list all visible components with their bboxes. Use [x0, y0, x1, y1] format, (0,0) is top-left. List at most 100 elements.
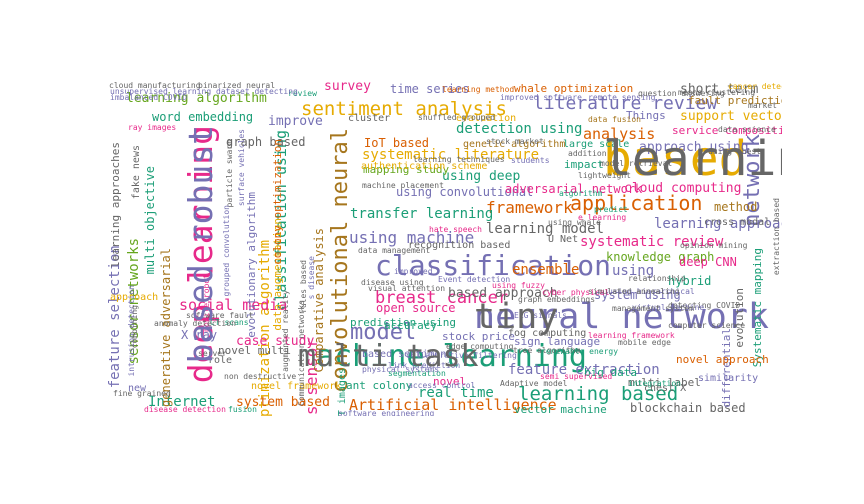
word-adaptive-model: Adaptive model	[500, 379, 568, 388]
word-model: model	[350, 320, 417, 345]
word-particle-swarm: particle swarm	[225, 140, 234, 208]
word-visual-attention: visual attention	[368, 284, 446, 293]
word-learning-approach: learning approach	[654, 216, 782, 232]
word-u-net: U Net	[548, 234, 579, 245]
word-e-learning: e learning	[578, 213, 627, 222]
word-based-sentiment: based sentiment	[362, 349, 453, 360]
word-surface-vehicles: surface vehicles	[237, 129, 246, 207]
word-cloud-computing: cloud computing	[624, 181, 742, 196]
word-cloud: machine learning deep learning based neural…	[108, 80, 782, 416]
word-remote-sensing: remote sensing	[588, 93, 656, 102]
word-fake-news: fake news	[131, 145, 142, 200]
word-addition: addition	[568, 149, 607, 158]
word-learning-techniques: learning techniques	[413, 155, 505, 164]
word-framework: framework	[486, 198, 573, 217]
word-ray-images: ray images	[128, 123, 177, 132]
word-software-fault: software fault	[186, 311, 254, 320]
word-using-deep: using deep	[442, 169, 521, 184]
word-colony-optimization: colony optimization	[271, 139, 284, 265]
word-link-prediction: link prediction	[388, 361, 461, 370]
word-impact: impact	[564, 158, 604, 171]
word-survey: survey	[324, 80, 371, 94]
word-using-machine: using machine	[349, 228, 475, 247]
word-authentication-scheme: authentication scheme	[361, 161, 488, 172]
word-multi-task: multi task	[298, 339, 479, 374]
word-novel: novel	[433, 375, 467, 388]
word-approach: approach	[110, 292, 159, 303]
word-eeg-signals: EEG signals	[514, 311, 567, 320]
word-support-vector: support vector	[680, 109, 782, 124]
word-s-disease: s disease	[307, 256, 316, 300]
word-grouped-convolution: grouped convolution	[222, 205, 231, 297]
word-physical-systems: physical systems	[362, 365, 440, 374]
word-shuffled-grouped: shuffled grouped	[418, 113, 496, 122]
word-data-science: data science	[718, 125, 776, 134]
word-ct-scans: CT scans	[210, 318, 249, 327]
word-data-fusion: data fusion	[588, 115, 641, 124]
word-management-system: management system	[612, 304, 694, 313]
word-cluster: cluster	[348, 113, 391, 124]
word-application: application	[570, 191, 703, 215]
word-relationship: relationship	[628, 274, 686, 283]
word-integration: integration	[628, 379, 681, 388]
word-whale-optimization: whale optimization	[514, 82, 634, 95]
word-stock-price: stock price	[442, 330, 515, 343]
word-improve: improve	[268, 114, 323, 129]
word-internet: Internet	[148, 394, 216, 410]
word-anomaly-detection: anomaly detection	[154, 319, 236, 328]
word-using-chest: using chest	[708, 147, 761, 156]
word-classification: classification	[375, 249, 612, 282]
word-systematic-literature: systematic literature	[362, 147, 540, 163]
word-service-composition: service composition	[672, 124, 782, 137]
word-breast-cancer: breast cancer	[375, 288, 509, 308]
word-novel-framework: novel framework	[251, 381, 342, 392]
word-data-management: data management	[358, 246, 431, 255]
word-multi-objective: multi objective	[143, 166, 157, 275]
word-word-embedding: word embedding	[152, 110, 254, 124]
word-graph-based: graph based	[226, 135, 306, 149]
word-novel-multi: novel multi	[218, 344, 291, 357]
word-detecting-covid: detecting COVID	[668, 301, 741, 310]
word-systematic-review: systematic review	[580, 234, 724, 250]
word-graph-embeddings: graph embeddings	[518, 295, 596, 304]
word-things: Things	[626, 109, 666, 122]
word-case-study: case study	[236, 334, 315, 349]
word-mapping-study: mapping study	[363, 163, 450, 176]
word-tiny: tiny	[474, 297, 559, 337]
word-virtual-machine: virtual machine	[632, 303, 705, 312]
word-chest-x: chest X	[644, 383, 687, 394]
word-semi-supervised: semi supervised	[540, 372, 613, 381]
word-literature-review: literature review	[533, 93, 718, 114]
word-edge-computing: edge computing	[446, 342, 514, 351]
word-fault-prediction: fault prediction	[688, 94, 782, 107]
word-improved-software: improved software	[500, 93, 582, 102]
word-based-robust: based robust	[181, 125, 220, 364]
word-lightweight: lightweight	[578, 171, 631, 180]
word-accuracy: accuracy	[384, 319, 437, 332]
word-blockchain-based: blockchain based	[630, 401, 746, 415]
word-cancer-detection: cancer detection	[728, 82, 782, 91]
word-system-using: system using	[594, 288, 681, 302]
word-based: based	[603, 131, 748, 187]
word-using-whale: using whale	[548, 218, 601, 227]
word-learning-model: learning model	[603, 131, 782, 187]
word-new: new	[128, 383, 147, 394]
word-segmentation: segmentation	[388, 369, 446, 378]
word-approach-using: approach using	[639, 140, 749, 155]
word-artificial-intelligence: Artificial intelligence	[349, 396, 557, 414]
word-systematic-mapping: Systematic mapping	[751, 248, 764, 368]
word-evaluation: evaluation	[456, 113, 517, 124]
word-using-fuzzy: using fuzzy	[492, 281, 545, 290]
word-students: students	[511, 156, 550, 165]
word-cloud-manufacturing: cloud manufacturing	[109, 81, 201, 90]
word-event-detection: Event detection	[438, 275, 511, 284]
word-machine-placement: machine placement	[362, 181, 444, 190]
word-system-based: system based	[236, 395, 330, 410]
word-augmented-reality: augmented reality	[281, 290, 290, 372]
word-learning-based: learning based	[518, 383, 679, 405]
word-neural-network: neural network	[474, 297, 770, 337]
word-means-clustering: means clustering	[678, 88, 756, 97]
word-market-prediction: market prediction	[748, 101, 782, 110]
word-learning-model: learning model	[486, 221, 605, 237]
word-genetic-algorithm: genetic algorithm	[463, 139, 566, 150]
